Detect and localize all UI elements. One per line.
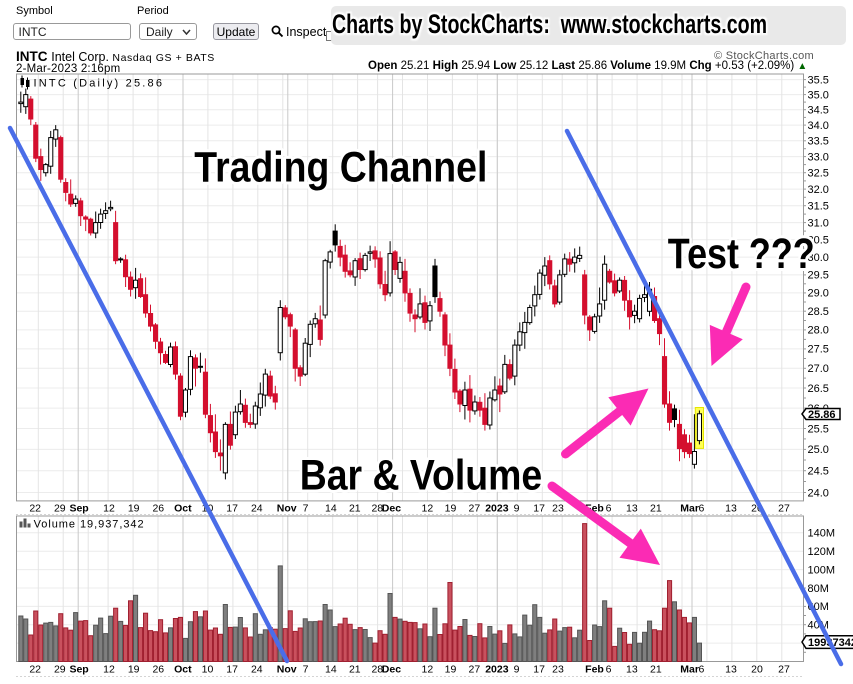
svg-text:29: 29	[54, 664, 66, 676]
svg-text:32.0: 32.0	[808, 184, 829, 196]
svg-text:100M: 100M	[808, 564, 836, 576]
svg-text:25.86: 25.86	[808, 409, 836, 421]
svg-text:2023: 2023	[485, 664, 509, 676]
svg-text:17: 17	[226, 664, 238, 676]
svg-text:27.5: 27.5	[808, 344, 829, 356]
svg-text:20: 20	[751, 664, 763, 676]
svg-text:28.5: 28.5	[808, 306, 829, 318]
svg-text:12: 12	[103, 664, 115, 676]
svg-text:14: 14	[325, 503, 337, 515]
svg-text:29: 29	[54, 503, 66, 515]
svg-text:27: 27	[469, 503, 481, 515]
svg-text:17: 17	[533, 503, 545, 515]
svg-text:21: 21	[349, 664, 361, 676]
svg-text:13: 13	[626, 664, 638, 676]
svg-text:17: 17	[533, 664, 545, 676]
svg-text:33.5: 33.5	[808, 136, 829, 148]
svg-text:7: 7	[303, 503, 309, 515]
svg-text:30.5: 30.5	[808, 235, 829, 247]
svg-text:140M: 140M	[808, 528, 836, 540]
svg-text:35.5: 35.5	[808, 74, 829, 86]
svg-text:13: 13	[626, 503, 638, 515]
svg-text:10: 10	[202, 664, 214, 676]
svg-text:31.0: 31.0	[808, 217, 829, 229]
svg-text:20: 20	[751, 503, 763, 515]
svg-text:24.0: 24.0	[808, 487, 829, 499]
svg-text:12: 12	[103, 503, 115, 515]
svg-text:Sep: Sep	[69, 664, 88, 676]
svg-text:6: 6	[606, 503, 612, 515]
svg-text:27: 27	[778, 503, 790, 515]
svg-text:6: 6	[606, 664, 612, 676]
svg-text:120M: 120M	[808, 546, 836, 558]
svg-text:Bar & Volume: Bar & Volume	[300, 451, 543, 499]
svg-text:2023: 2023	[485, 503, 509, 515]
svg-text:26: 26	[152, 503, 164, 515]
svg-text:22: 22	[29, 664, 41, 676]
svg-text:33.0: 33.0	[808, 151, 829, 163]
svg-text:Sep: Sep	[69, 503, 88, 515]
svg-text:28.0: 28.0	[808, 325, 829, 337]
svg-text:24.5: 24.5	[808, 466, 829, 478]
svg-text:23: 23	[552, 664, 564, 676]
svg-text:Mar: Mar	[680, 664, 699, 676]
svg-text:21: 21	[650, 664, 662, 676]
svg-text:Feb: Feb	[585, 664, 604, 676]
svg-text:34.5: 34.5	[808, 105, 829, 117]
svg-text:19: 19	[128, 664, 140, 676]
svg-text:22: 22	[29, 503, 41, 515]
svg-text:21: 21	[650, 503, 662, 515]
svg-text:26.5: 26.5	[808, 383, 829, 395]
svg-text:24: 24	[251, 664, 263, 676]
svg-text:13: 13	[725, 664, 737, 676]
svg-text:29.5: 29.5	[808, 270, 829, 282]
svg-text:26: 26	[152, 664, 164, 676]
svg-text:32.5: 32.5	[808, 168, 829, 180]
svg-text:27.0: 27.0	[808, 363, 829, 375]
svg-text:Mar: Mar	[680, 503, 699, 515]
svg-text:13: 13	[725, 503, 737, 515]
svg-text:9: 9	[514, 503, 520, 515]
svg-text:24: 24	[251, 503, 263, 515]
svg-text:28: 28	[371, 664, 383, 676]
svg-text:Nov: Nov	[277, 664, 297, 676]
svg-text:27: 27	[778, 664, 790, 676]
svg-text:30.0: 30.0	[808, 252, 829, 264]
svg-text:Dec: Dec	[382, 664, 401, 676]
svg-text:80M: 80M	[808, 583, 829, 595]
svg-text:19: 19	[445, 503, 457, 515]
svg-text:7: 7	[303, 664, 309, 676]
svg-text:21: 21	[349, 503, 361, 515]
svg-text:6: 6	[698, 664, 704, 676]
svg-text:Volume 19,937,342: Volume 19,937,342	[34, 519, 145, 531]
svg-text:Oct: Oct	[174, 664, 192, 676]
svg-text:Dec: Dec	[382, 503, 401, 515]
svg-text:28: 28	[371, 503, 383, 515]
svg-text:Oct: Oct	[174, 503, 192, 515]
svg-text:INTC (Daily) 25.86: INTC (Daily) 25.86	[34, 78, 165, 90]
svg-text:34.0: 34.0	[808, 120, 829, 132]
svg-text:35.0: 35.0	[808, 89, 829, 101]
svg-text:25.0: 25.0	[808, 444, 829, 456]
svg-text:25.5: 25.5	[808, 423, 829, 435]
svg-text:29.0: 29.0	[808, 288, 829, 300]
svg-text:19: 19	[128, 503, 140, 515]
svg-text:6: 6	[698, 503, 704, 515]
svg-text:12: 12	[422, 503, 434, 515]
svg-text:Nov: Nov	[277, 503, 297, 515]
svg-text:17: 17	[226, 503, 238, 515]
svg-text:31.5: 31.5	[808, 201, 829, 213]
svg-text:Trading Channel: Trading Channel	[194, 143, 487, 191]
svg-text:27: 27	[469, 664, 481, 676]
svg-text:19: 19	[445, 664, 457, 676]
svg-text:Test ???: Test ???	[668, 230, 815, 278]
svg-text:23: 23	[552, 503, 564, 515]
svg-text:12: 12	[422, 664, 434, 676]
svg-text:14: 14	[325, 664, 337, 676]
svg-text:9: 9	[514, 664, 520, 676]
